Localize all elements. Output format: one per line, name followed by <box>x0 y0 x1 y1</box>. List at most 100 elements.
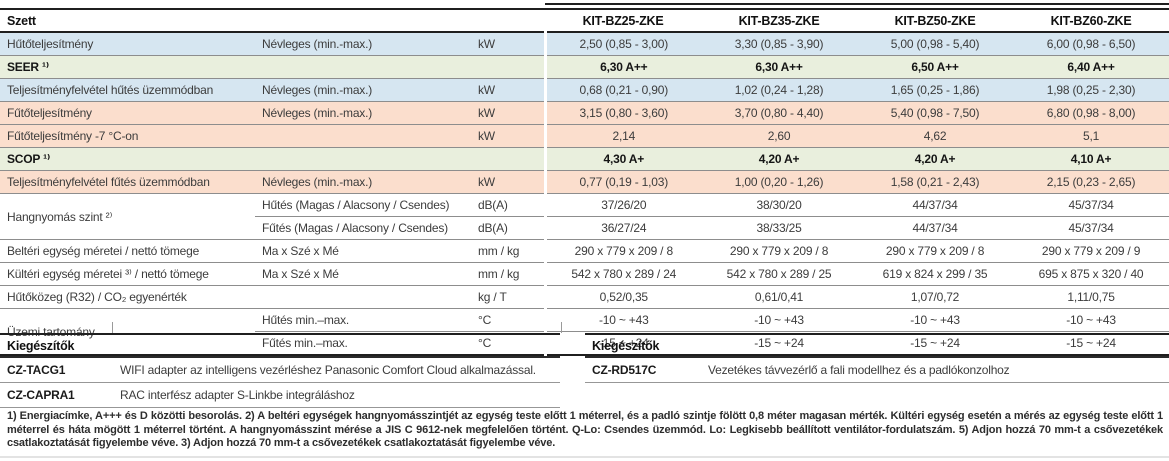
spec-value: 36/27/24 <box>543 216 702 240</box>
accessories-title: Kiegészítők <box>585 333 1169 358</box>
model-header: KIT-BZ50-ZKE <box>857 9 1014 33</box>
spec-unit: kW <box>478 37 495 51</box>
spec-sublabel: Hűtés (Magas / Alacsony / Csendes) <box>262 198 450 212</box>
divider-tick <box>561 322 562 333</box>
spec-value: 3,15 (0,80 - 3,60) <box>543 101 702 125</box>
spec-value: 45/37/34 <box>1068 198 1114 212</box>
spec-table-body: Hűtőteljesítmény Névleges (min.-max.) kW 2,… <box>0 32 1169 355</box>
spec-value: 6,40 A++ <box>1067 60 1115 74</box>
spec-value: 45/37/34 <box>1068 221 1114 235</box>
spec-value: 2,50 (0,85 - 3,00) <box>543 32 702 56</box>
accessories-right-header: Kiegészítők <box>585 333 1169 358</box>
spec-unit: kW <box>478 129 495 143</box>
spec-sublabel <box>255 286 471 309</box>
footnotes: 1) Energiacímke, A+++ és D közötti besor… <box>7 410 1163 450</box>
spec-row: Hűtőteljesítmény Névleges (min.-max.) kW 2,… <box>0 32 1169 56</box>
spec-value: 38/33/25 <box>756 221 802 235</box>
spec-value: 0,52/0,35 <box>543 285 702 309</box>
divider-tick <box>112 322 113 333</box>
spec-value: 1,00 (0,20 - 1,26) <box>734 175 824 189</box>
spec-label: Teljesítményfelvétel fűtés üzemmódban <box>7 175 210 189</box>
spec-row: Fűtőteljesítmény -7 °C-on kW 2,14 2,60 4,62 5… <box>0 124 1169 148</box>
spec-value: -10 ~ +43 <box>910 313 960 327</box>
accessories-left-body: CZ-TACG1 WIFI adapter az intelligens vezé… <box>0 357 560 408</box>
spec-row: Teljesítményfelvétel hűtés üzemmódban Név… <box>0 78 1169 102</box>
spec-label: Hangnyomás szint ²⁾ <box>7 209 113 224</box>
accessory-code: CZ-TACG1 <box>0 357 112 383</box>
spec-sublabel: Fűtés (Magas / Alacsony / Csendes) <box>262 221 448 235</box>
spec-table: Szett KIT-BZ25-ZKE KIT-BZ35-ZKE KIT-BZ50-Z… <box>0 8 1169 356</box>
spec-value: 6,80 (0,98 - 8,00) <box>1046 106 1136 120</box>
accessories-right-body: CZ-RD517C Vezetékes távvezérlő a fali mod… <box>585 357 1169 383</box>
spec-value: 4,62 <box>923 129 947 143</box>
accessory-description: WIFI adapter az intelligens vezérléshez … <box>112 357 560 383</box>
spec-label: Beltéri egység méretei / nettó tömege <box>7 244 200 258</box>
spec-sublabel: Névleges (min.-max.) <box>262 106 373 120</box>
spec-value: 0,77 (0,19 - 1,03) <box>543 170 702 194</box>
accessories-left-table: Kiegészítők CZ-TACG1 WIFI adapter az inte… <box>0 333 560 408</box>
accessory-description: RAC interfész adapter S-Linkbe integrálá… <box>112 382 560 408</box>
spec-value: 4,10 A+ <box>1070 152 1112 166</box>
spec-value: 1,98 (0,25 - 2,30) <box>1046 83 1136 97</box>
model-header: KIT-BZ25-ZKE <box>545 9 702 33</box>
spec-label: Teljesítményfelvétel hűtés üzemmódban <box>7 83 214 97</box>
spec-value: 542 x 780 x 289 / 24 <box>543 262 702 286</box>
accessory-row: CZ-RD517C Vezetékes távvezérlő a fali mod… <box>585 357 1169 383</box>
accessories-title-row: Kiegészítők <box>0 333 560 358</box>
spec-row: Hűtőközeg (R32) / CO₂ egyenérték kg / T 0,… <box>0 285 1169 309</box>
spec-value: 6,30 A++ <box>543 55 702 79</box>
spec-value: 2,14 <box>543 124 702 148</box>
accessory-row: CZ-CAPRA1 RAC interfész adapter S-Linkbe … <box>0 382 560 408</box>
spec-sublabel: Névleges (min.-max.) <box>262 37 373 51</box>
spec-label: Hűtőteljesítmény <box>7 37 94 51</box>
spec-label: Fűtőteljesítmény -7 °C-on <box>7 129 139 143</box>
spec-row: Teljesítményfelvétel fűtés üzemmódban Név… <box>0 170 1169 194</box>
spec-row: Beltéri egység méretei / nettó tömege Ma … <box>0 239 1169 263</box>
spec-table-header: Szett KIT-BZ25-ZKE KIT-BZ35-ZKE KIT-BZ50-Z… <box>0 9 1169 33</box>
spec-sublabel: Ma x Szé x Mé <box>262 267 339 281</box>
spec-sublabel: Ma x Szé x Mé <box>262 244 339 258</box>
spec-row: Kültéri egység méretei ³⁾ / nettó tömege… <box>0 262 1169 286</box>
spec-row: Fűtőteljesítmény Névleges (min.-max.) kW 3,… <box>0 101 1169 125</box>
accessory-code: CZ-RD517C <box>585 357 700 383</box>
spec-sublabel <box>255 125 471 148</box>
accessory-row: CZ-TACG1 WIFI adapter az intelligens vezé… <box>0 357 560 383</box>
accessories-title-row: Kiegészítők <box>585 333 1169 358</box>
bottom-rule <box>0 456 1169 458</box>
spec-value: 619 x 824 x 299 / 35 <box>882 267 988 281</box>
spec-label: Kültéri egység méretei ³⁾ / nettó tömege <box>7 267 209 281</box>
spec-row: Fűtés (Magas / Alacsony / Csendes) dB(A) 3… <box>0 216 1169 240</box>
spec-unit: kg / T <box>478 290 507 304</box>
spec-value: 5,1 <box>1082 129 1100 143</box>
spec-sublabel: Névleges (min.-max.) <box>262 83 373 97</box>
spec-value: 3,30 (0,85 - 3,90) <box>734 37 824 51</box>
spec-unit: kW <box>478 106 495 120</box>
header-row: Szett KIT-BZ25-ZKE KIT-BZ35-ZKE KIT-BZ50-Z… <box>0 9 1169 33</box>
spec-value: 290 x 779 x 209 / 9 <box>1041 244 1141 258</box>
spec-label: SCOP ¹⁾ <box>7 152 51 166</box>
spec-row: Hangnyomás szint ²⁾ Hűtés (Magas / Alacso… <box>0 193 1169 224</box>
spec-value: 4,20 A+ <box>758 152 800 166</box>
spec-value: 5,40 (0,98 - 7,50) <box>890 106 980 120</box>
spec-value: -10 ~ +43 <box>543 308 702 332</box>
spec-value: 3,70 (0,80 - 4,40) <box>734 106 824 120</box>
spec-value: -10 ~ +43 <box>754 313 804 327</box>
accessory-code: CZ-CAPRA1 <box>0 382 112 408</box>
spec-value: 2,15 (0,23 - 2,65) <box>1046 175 1136 189</box>
spec-value: 38/30/20 <box>756 198 802 212</box>
top-rule <box>545 3 1169 5</box>
spec-value: 44/37/34 <box>912 221 958 235</box>
accessories-title: Kiegészítők <box>0 333 560 358</box>
spec-value: 542 x 780 x 289 / 25 <box>726 267 832 281</box>
model-header: KIT-BZ35-ZKE <box>701 9 858 33</box>
spec-unit: dB(A) <box>478 198 508 212</box>
spec-value: 290 x 779 x 209 / 8 <box>885 244 985 258</box>
spec-value: 1,07/0,72 <box>910 290 960 304</box>
spec-sublabel: Hűtés min.–max. <box>262 313 350 327</box>
spec-row: SEER ¹⁾ 6,30 A++ 6,30 A++ 6,50 A++ 6,40 A++ <box>0 55 1169 79</box>
spec-value: 1,11/0,75 <box>1067 290 1115 304</box>
spec-row: SCOP ¹⁾ 4,30 A+ 4,20 A+ 4,20 A+ 4,10 A+ <box>0 147 1169 171</box>
spec-value: 6,50 A++ <box>911 60 959 74</box>
spec-value: 2,60 <box>767 129 791 143</box>
accessories-right-table: Kiegészítők CZ-RD517C Vezetékes távvezérl… <box>585 333 1169 383</box>
